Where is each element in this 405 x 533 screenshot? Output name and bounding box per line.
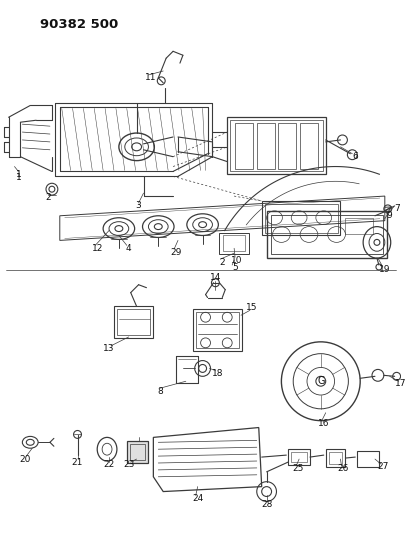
Text: 12: 12 xyxy=(91,244,102,253)
Bar xyxy=(278,123,295,168)
Text: 27: 27 xyxy=(376,463,388,471)
Text: 21: 21 xyxy=(72,457,83,466)
Text: 11: 11 xyxy=(144,74,156,83)
Text: 10: 10 xyxy=(231,256,242,264)
Bar xyxy=(290,452,306,462)
Bar xyxy=(256,123,274,168)
Text: 5: 5 xyxy=(232,263,237,272)
Bar xyxy=(325,449,345,467)
Text: 90382 500: 90382 500 xyxy=(40,18,118,31)
Text: 19: 19 xyxy=(378,265,390,274)
Text: 28: 28 xyxy=(260,500,272,509)
Text: 23: 23 xyxy=(123,461,134,470)
Bar xyxy=(328,452,341,464)
Text: 1: 1 xyxy=(15,173,21,182)
Text: 16: 16 xyxy=(317,419,329,428)
Text: 4: 4 xyxy=(126,244,131,253)
Bar xyxy=(195,312,239,348)
Bar xyxy=(126,441,148,463)
Bar xyxy=(264,204,337,232)
Text: 26: 26 xyxy=(337,464,348,473)
Text: 29: 29 xyxy=(170,248,181,257)
Text: G: G xyxy=(316,376,324,386)
Bar xyxy=(288,449,309,465)
Text: 14: 14 xyxy=(209,273,221,282)
Text: 24: 24 xyxy=(192,494,203,503)
Bar xyxy=(270,215,382,254)
Bar xyxy=(227,117,325,174)
Bar xyxy=(345,218,372,233)
Text: 9: 9 xyxy=(386,211,392,220)
Bar xyxy=(192,309,241,351)
Text: 1: 1 xyxy=(15,170,21,179)
Text: 20: 20 xyxy=(19,455,31,464)
Text: 3: 3 xyxy=(135,201,141,211)
Bar xyxy=(130,445,145,460)
Text: 2: 2 xyxy=(45,192,51,201)
Bar xyxy=(223,236,244,251)
Text: 8: 8 xyxy=(157,386,163,395)
Bar xyxy=(219,232,248,254)
Text: 17: 17 xyxy=(394,379,405,387)
Text: 7: 7 xyxy=(393,204,399,213)
Text: 6: 6 xyxy=(352,152,357,161)
Bar xyxy=(114,306,153,338)
Bar xyxy=(230,120,322,172)
Text: 25: 25 xyxy=(292,464,303,473)
Bar xyxy=(299,123,317,168)
Text: 22: 22 xyxy=(103,461,114,470)
Bar xyxy=(266,211,386,258)
Text: 2: 2 xyxy=(219,257,224,266)
Bar xyxy=(234,123,252,168)
Bar xyxy=(261,201,340,236)
Text: 15: 15 xyxy=(245,303,257,312)
Bar xyxy=(117,309,150,335)
Bar xyxy=(356,451,378,467)
Text: 13: 13 xyxy=(103,344,115,353)
Text: 18: 18 xyxy=(211,369,223,378)
